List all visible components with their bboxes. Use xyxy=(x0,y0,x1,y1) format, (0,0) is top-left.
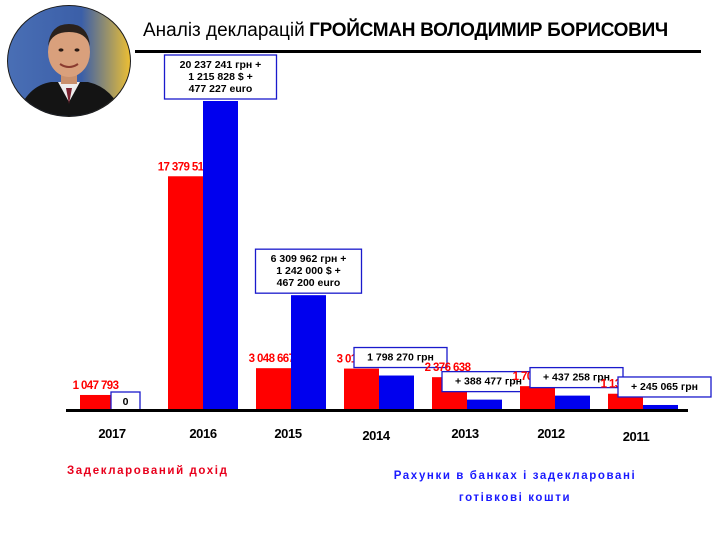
bar-accounts-2012 xyxy=(555,395,590,409)
bar-income-2016 xyxy=(168,176,203,409)
bar-accounts-2014 xyxy=(379,375,414,409)
title-underline xyxy=(135,50,701,53)
year-label-2017: 2017 xyxy=(98,426,125,441)
label-accounts-2012-line1: + 437 258 грн xyxy=(543,372,610,384)
year-label-2015: 2015 xyxy=(274,426,301,441)
label-accounts-2015-line3: 467 200 euro xyxy=(277,277,341,289)
label-income-2017: 1 047 793 xyxy=(73,380,119,392)
year-label-2014: 2014 xyxy=(362,428,390,443)
year-label-2013: 2013 xyxy=(451,426,478,441)
label-accounts-2016-line2: 1 215 828 $ + xyxy=(188,71,253,83)
label-accounts-2015-line2: 1 242 000 $ + xyxy=(276,265,341,277)
bar-accounts-2011 xyxy=(643,404,678,409)
bar-income-2012 xyxy=(520,386,555,409)
title-prefix: Аналіз декларацій xyxy=(143,20,305,41)
label-accounts-2014-line1: 1 798 270 грн xyxy=(367,352,434,364)
label-accounts-2015-line1: 6 309 962 грн + xyxy=(271,253,347,265)
label-income-2015: 3 048 667 xyxy=(249,353,295,365)
label-accounts-2016-line1: 20 237 241 грн + xyxy=(180,59,262,71)
bar-income-2017 xyxy=(80,394,115,409)
year-label-2012: 2012 xyxy=(537,426,564,441)
portrait-photo xyxy=(7,5,131,117)
label-accounts-2013-line1: + 388 477 грн xyxy=(455,376,522,388)
page-title: Аналіз декларацій ГРОЙСМАН ВОЛОДИМИР БОР… xyxy=(143,20,668,42)
callout-accounts-2011 xyxy=(617,376,712,398)
title-name: ГРОЙСМАН ВОЛОДИМИР БОРИСОВИЧ xyxy=(309,20,668,41)
label-income-2016: 17 379 515 xyxy=(158,161,211,173)
label-accounts-2017-line1: 0 xyxy=(123,396,129,408)
x-axis-line xyxy=(66,409,688,412)
bar-accounts-2013 xyxy=(467,399,502,409)
year-label-2011: 2011 xyxy=(623,429,650,444)
bar-income-2015 xyxy=(256,368,291,409)
callout-accounts-2015 xyxy=(254,248,363,294)
legend-accounts: Рахунки в банках і задекларовані готівко… xyxy=(393,470,637,504)
callout-accounts-2016 xyxy=(163,54,278,100)
year-label-2016: 2016 xyxy=(189,426,216,441)
legend-income: Задекларований дохід xyxy=(67,465,229,477)
bar-accounts-2016 xyxy=(203,101,238,409)
label-accounts-2016-line3: 477 227 euro xyxy=(189,83,253,95)
label-accounts-2011-line1: + 245 065 грн xyxy=(631,381,698,393)
callout-accounts-2014 xyxy=(353,346,448,369)
bar-accounts-2015 xyxy=(291,295,326,409)
bar-income-2014 xyxy=(344,368,379,409)
